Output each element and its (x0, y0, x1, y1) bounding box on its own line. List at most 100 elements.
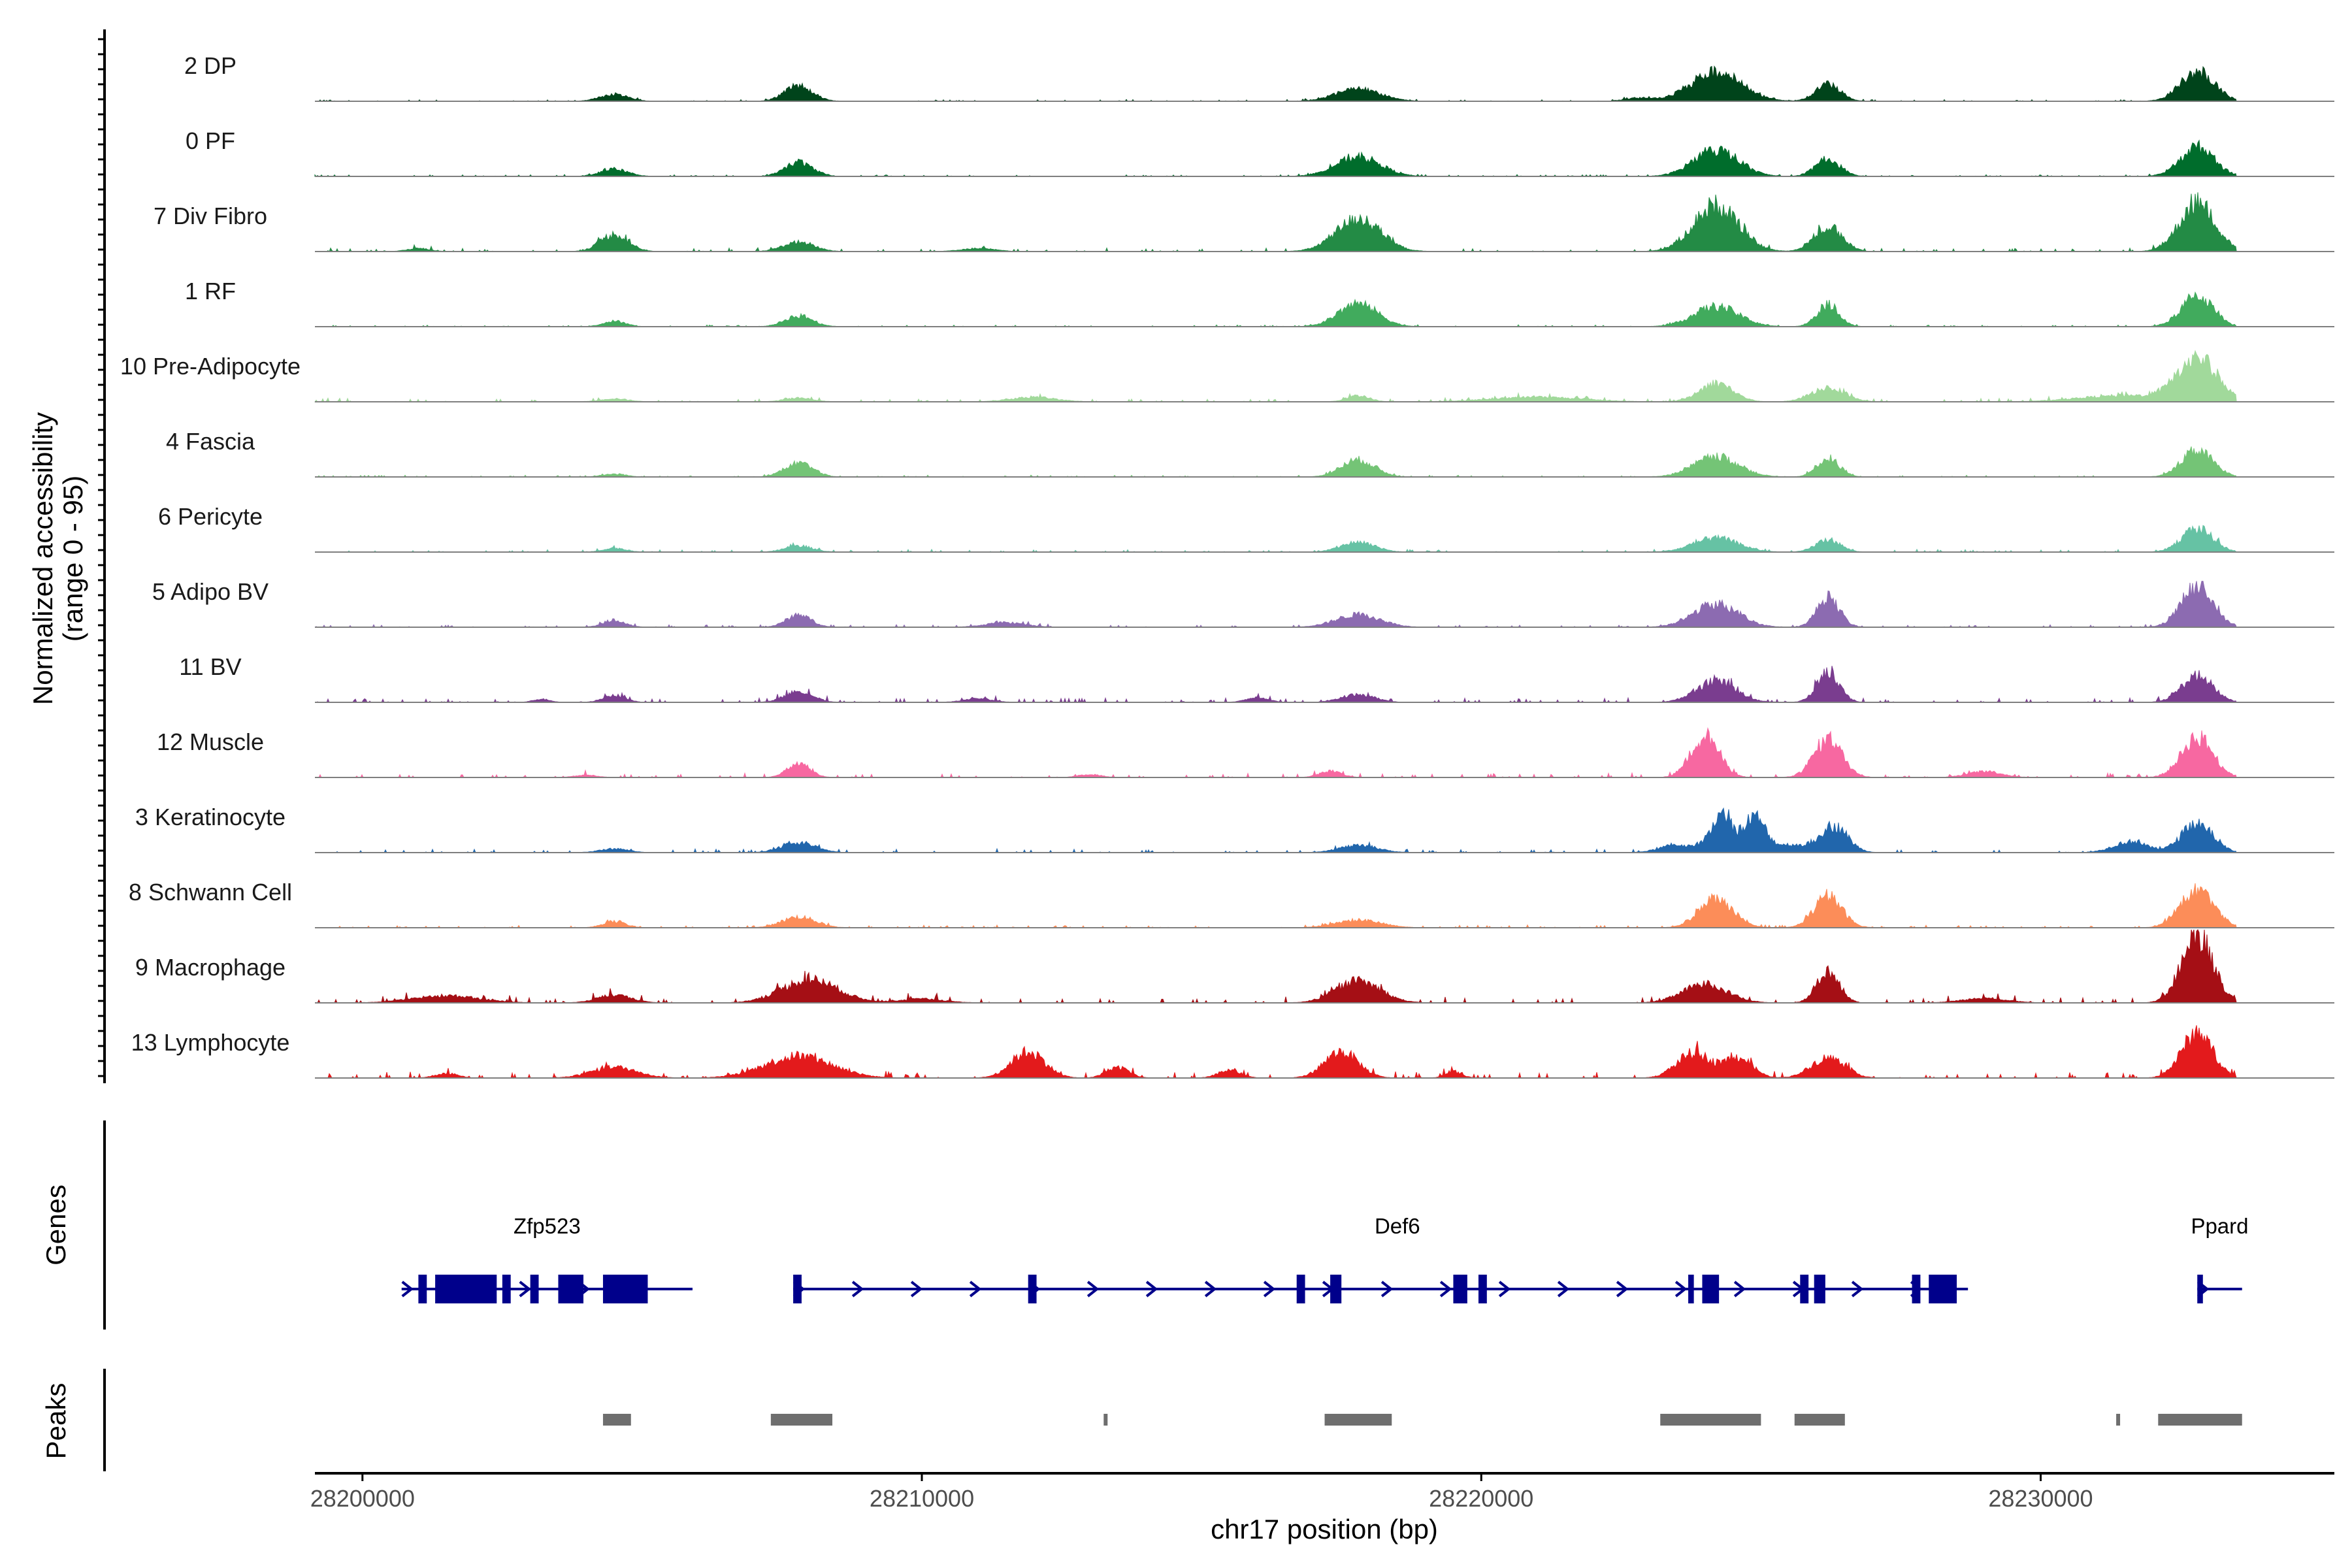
coverage-area (315, 291, 2238, 327)
track-label: 3 Keratinocyte (135, 804, 286, 830)
gene-exon (418, 1275, 427, 1303)
coverage-area (315, 1025, 2237, 1079)
coverage-track: 13 Lymphocyte (131, 1025, 2334, 1079)
track-label: 8 Schwann Cell (129, 879, 292, 906)
gene-exon (1330, 1275, 1342, 1303)
coverage-track: 0 PF (186, 127, 2334, 177)
peak-region (1794, 1414, 1845, 1426)
gene-exon (1478, 1275, 1487, 1303)
track-label: 4 Fascia (166, 428, 255, 455)
coverage-area (315, 525, 2238, 553)
gene-strand-chevron (1498, 1281, 1511, 1298)
coverage-area (315, 727, 2237, 779)
coverage-area (314, 350, 2237, 403)
gene-label: Def6 (1375, 1214, 1420, 1238)
gene-strand-chevron (969, 1281, 982, 1298)
peak-region (602, 1414, 631, 1426)
coverage-area (315, 446, 2238, 478)
track-label: 10 Pre-Adipocyte (120, 353, 301, 380)
gene-strand-chevron (851, 1281, 864, 1298)
coverage-track: 5 Adipo BV (152, 578, 2334, 628)
gene-strand-chevron (1086, 1281, 1100, 1298)
gene-strand-chevron (1733, 1281, 1746, 1298)
coverage-area (315, 192, 2237, 253)
coverage-area (315, 883, 2237, 928)
gene-strand-chevron (519, 1281, 531, 1298)
coverage-track: 2 DP (184, 52, 2334, 102)
coverage-area (315, 666, 2237, 704)
gene-exon (1929, 1275, 1957, 1303)
y-axis-title-text: Normalized accessibility (27, 412, 58, 705)
gene-exon (1702, 1275, 1720, 1303)
coverage-track: 9 Macrophage (135, 929, 2334, 1004)
coverage-area (315, 65, 2237, 102)
coverage-track: 6 Pericyte (158, 503, 2334, 553)
coverage-area (314, 581, 2237, 628)
coverage-track: 3 Keratinocyte (135, 804, 2334, 854)
peak-region (2116, 1414, 2121, 1426)
track-label: 6 Pericyte (158, 503, 263, 530)
gene-strand-chevron (1204, 1281, 1217, 1298)
gene-exon (435, 1275, 497, 1303)
gene-model: Ppard (2191, 1214, 2249, 1303)
coverage-track: 1 RF (185, 278, 2334, 327)
y-axis-title-text-2: (range 0 - 95) (57, 476, 88, 642)
gene-strand-chevron (1674, 1281, 1688, 1298)
gene-exon (558, 1275, 583, 1303)
gene-strand-chevron (1851, 1281, 1864, 1298)
track-label: 5 Adipo BV (152, 578, 269, 605)
track-label: 7 Div Fibro (154, 203, 267, 229)
gene-strand-chevron (1145, 1281, 1158, 1298)
track-label: 9 Macrophage (135, 954, 286, 981)
track-label: 11 BV (179, 653, 241, 680)
track-label: 12 Muscle (157, 728, 264, 755)
coverage-track: 12 Muscle (157, 727, 2334, 779)
gene-exon (793, 1275, 802, 1303)
coverage-area (314, 139, 2237, 177)
peak-region (1103, 1414, 1108, 1426)
coverage-area (315, 807, 2237, 854)
track-label: 0 PF (186, 127, 235, 154)
gene-strand-chevron (1263, 1281, 1276, 1298)
gene-exon (502, 1275, 511, 1303)
genes-panel-label: Genes (41, 1184, 71, 1266)
genes-track: Zfp523 Def6 Ppard (401, 1214, 2249, 1303)
x-tick-label: 28210000 (870, 1485, 974, 1512)
coverage-y-ticks (98, 38, 105, 1077)
peak-region (2158, 1414, 2242, 1426)
gene-exon (1800, 1275, 1809, 1303)
peak-region (1660, 1414, 1761, 1426)
x-tick-label: 28200000 (310, 1485, 415, 1512)
peak-region (770, 1414, 833, 1426)
gene-exon (530, 1275, 539, 1303)
gene-exon (1814, 1275, 1825, 1303)
gene-exon (2197, 1275, 2203, 1303)
gene-exon (1296, 1275, 1305, 1303)
x-tick-label: 28220000 (1429, 1485, 1533, 1512)
gene-exon (1453, 1275, 1467, 1303)
gene-label: Ppard (2191, 1214, 2248, 1238)
gene-strand-chevron (401, 1281, 414, 1298)
gene-strand-chevron (1380, 1281, 1394, 1298)
track-label: 2 DP (184, 52, 237, 79)
gene-exon (602, 1275, 648, 1303)
gene-exon (1688, 1275, 1694, 1303)
peaks-panel-label: Peaks (41, 1383, 71, 1460)
coverage-track: 11 BV (179, 653, 2334, 704)
gene-exon (1912, 1275, 1921, 1303)
x-tick-label: 28230000 (1988, 1485, 2093, 1512)
track-label: 1 RF (185, 278, 236, 304)
coverage-area (315, 929, 2237, 1004)
gene-exon (1028, 1275, 1037, 1303)
coverage-track: 4 Fascia (166, 428, 2334, 478)
gene-label: Zfp523 (514, 1214, 581, 1238)
y-axis-title: Normalized accessibility (range 0 - 95) (27, 412, 88, 705)
coverage-track: 8 Schwann Cell (129, 879, 2334, 928)
coverage-track: 10 Pre-Adipocyte (120, 350, 2334, 403)
gene-strand-chevron (1439, 1281, 1452, 1298)
gene-strand-chevron (1557, 1281, 1570, 1298)
gene-strand-chevron (910, 1281, 923, 1298)
gene-model: Zfp523 (401, 1214, 693, 1303)
coverage-track: 7 Div Fibro (154, 192, 2334, 253)
